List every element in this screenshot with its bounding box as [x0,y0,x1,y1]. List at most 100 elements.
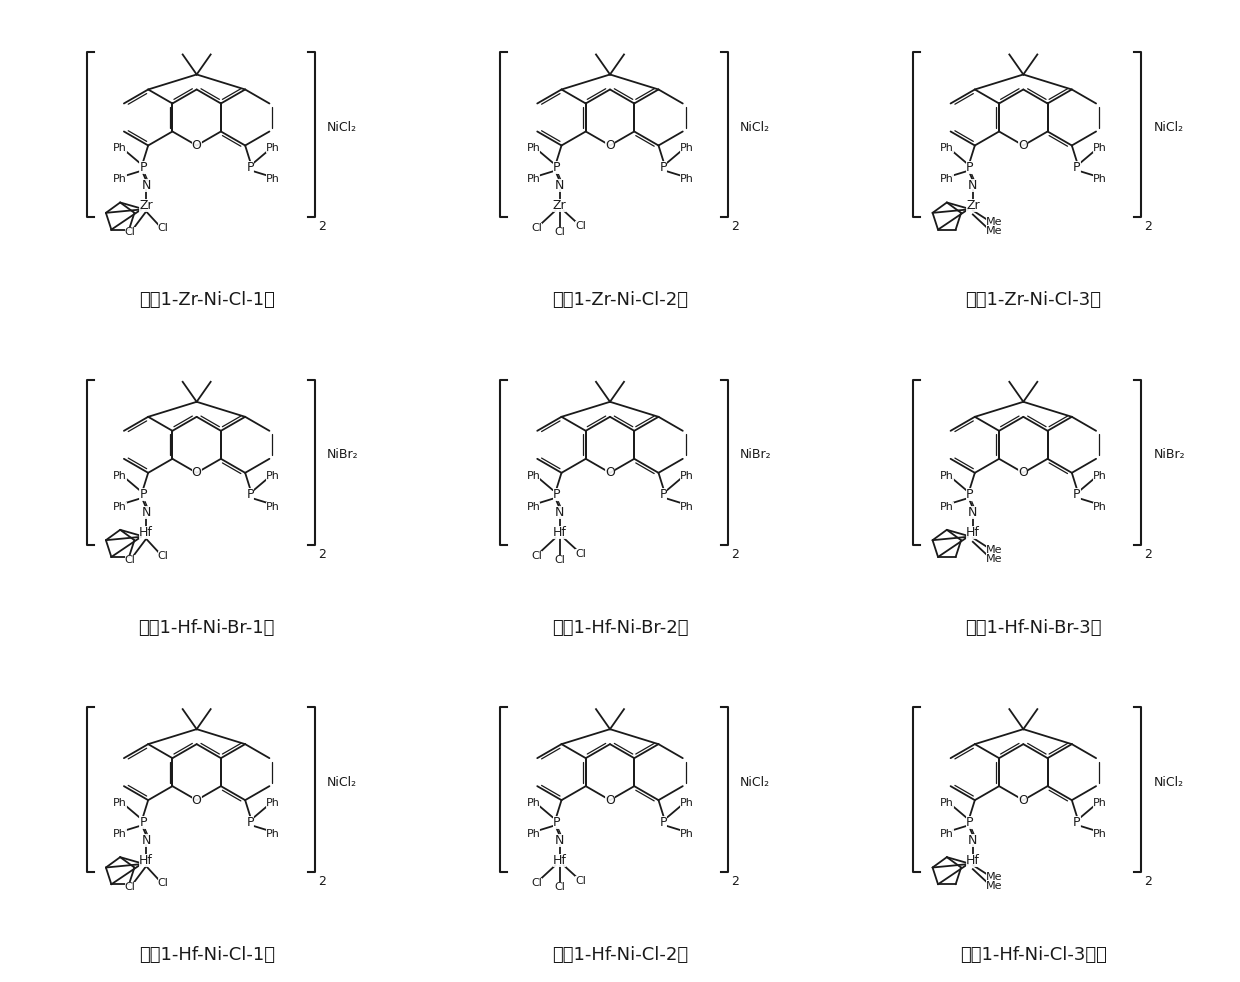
Text: 式（1-Hf-Ni-Br-1）: 式（1-Hf-Ni-Br-1） [139,619,275,636]
Text: O: O [605,139,615,152]
Text: NiBr₂: NiBr₂ [326,449,358,462]
Text: 2: 2 [732,875,739,888]
Text: O: O [1018,466,1028,479]
Text: Zr: Zr [139,199,153,212]
Text: Ph: Ph [527,143,541,153]
Text: Ph: Ph [940,175,954,185]
Text: Me: Me [986,227,1002,237]
Text: Cl: Cl [554,882,565,892]
Text: Hf: Hf [966,526,980,539]
Text: NiCl₂: NiCl₂ [326,776,357,789]
Text: 式（1-Hf-Ni-Cl-1）: 式（1-Hf-Ni-Cl-1） [139,946,275,964]
Text: Ph: Ph [113,175,128,185]
Text: Cl: Cl [575,549,587,559]
Text: Ph: Ph [267,798,280,808]
Text: O: O [192,793,202,806]
Text: N: N [141,834,151,846]
Text: Cl: Cl [554,555,565,565]
Text: P: P [1073,161,1080,174]
Text: 式（1-Hf-Ni-Cl-2）: 式（1-Hf-Ni-Cl-2） [552,946,688,964]
Text: 式（1-Hf-Ni-Cl-3）。: 式（1-Hf-Ni-Cl-3）。 [960,946,1107,964]
Text: 2: 2 [1145,548,1152,561]
Text: Me: Me [986,217,1002,228]
Text: 2: 2 [1145,221,1152,234]
Text: Cl: Cl [125,228,135,238]
Text: O: O [1018,793,1028,806]
Text: Cl: Cl [157,551,169,561]
Text: 2: 2 [317,548,326,561]
Text: O: O [605,793,615,806]
Text: Ph: Ph [527,470,541,481]
Text: N: N [141,179,151,191]
Text: P: P [966,816,973,829]
Text: P: P [139,816,146,829]
Text: Me: Me [986,554,1002,564]
Text: Ph: Ph [267,143,280,153]
Text: Cl: Cl [575,222,587,232]
Text: Ph: Ph [1092,175,1107,185]
Text: N: N [968,834,977,846]
Text: P: P [1073,488,1080,502]
Text: Ph: Ph [680,470,693,481]
Text: NiCl₂: NiCl₂ [1153,121,1183,134]
Text: P: P [660,816,667,829]
Text: Ph: Ph [113,143,128,153]
Text: Ph: Ph [113,798,128,808]
Text: O: O [1018,139,1028,152]
Text: 2: 2 [1145,875,1152,888]
Text: P: P [660,161,667,174]
Text: Ph: Ph [267,470,280,481]
Text: P: P [553,816,560,829]
Text: Cl: Cl [125,882,135,892]
Text: 式（1-Hf-Ni-Br-3）: 式（1-Hf-Ni-Br-3） [965,619,1101,636]
Text: Hf: Hf [139,853,153,867]
Text: NiCl₂: NiCl₂ [1153,776,1183,789]
Text: 2: 2 [317,221,326,234]
Text: Ph: Ph [940,143,954,153]
Text: N: N [554,834,564,846]
Text: P: P [247,816,254,829]
Text: Cl: Cl [531,224,542,234]
Text: P: P [966,161,973,174]
Text: P: P [553,161,560,174]
Text: Ph: Ph [1092,502,1107,512]
Text: O: O [605,466,615,479]
Text: NiBr₂: NiBr₂ [1153,449,1185,462]
Text: Ph: Ph [680,502,693,512]
Text: Me: Me [986,881,1002,891]
Text: Cl: Cl [531,878,542,888]
Text: O: O [192,139,202,152]
Text: Cl: Cl [575,876,587,886]
Text: Ph: Ph [267,829,280,840]
Text: Cl: Cl [157,878,169,888]
Text: NiCl₂: NiCl₂ [326,121,357,134]
Text: Me: Me [986,545,1002,555]
Text: Ph: Ph [113,470,128,481]
Text: 式（1-Zr-Ni-Cl-1）: 式（1-Zr-Ni-Cl-1） [139,292,274,309]
Text: Ph: Ph [680,175,693,185]
Text: Ph: Ph [267,502,280,512]
Text: Ph: Ph [680,143,693,153]
Text: Zr: Zr [553,199,567,212]
Text: Ph: Ph [940,470,954,481]
Text: Hf: Hf [139,526,153,539]
Text: NiCl₂: NiCl₂ [740,121,770,134]
Text: Ph: Ph [680,829,693,840]
Text: Ph: Ph [113,502,128,512]
Text: 式（1-Hf-Ni-Br-2）: 式（1-Hf-Ni-Br-2） [552,619,688,636]
Text: Hf: Hf [553,526,567,539]
Text: NiCl₂: NiCl₂ [740,776,770,789]
Text: Zr: Zr [966,199,980,212]
Text: P: P [139,488,146,502]
Text: Hf: Hf [553,853,567,867]
Text: Ph: Ph [527,798,541,808]
Text: Cl: Cl [554,228,565,238]
Text: 2: 2 [317,875,326,888]
Text: N: N [968,179,977,191]
Text: Ph: Ph [940,798,954,808]
Text: Ph: Ph [527,502,541,512]
Text: Ph: Ph [940,502,954,512]
Text: Cl: Cl [125,555,135,565]
Text: N: N [968,507,977,519]
Text: P: P [660,488,667,502]
